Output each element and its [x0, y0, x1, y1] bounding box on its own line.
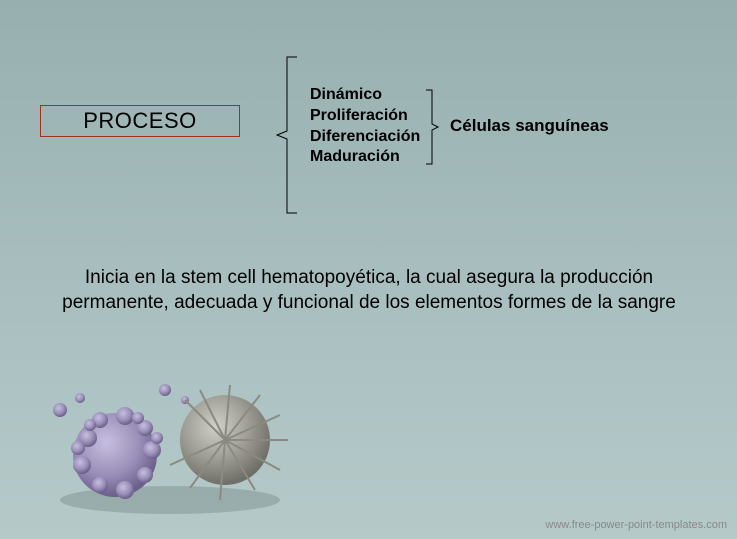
proceso-label: PROCESO [83, 108, 197, 134]
right-bracket-icon [424, 88, 440, 166]
description-text: Inicia en la stem cell hematopoyética, l… [53, 266, 685, 315]
output-label: Células sanguíneas [450, 116, 609, 136]
list-item: Proliferación [310, 106, 420, 127]
footer-link: www.free-power-point-templates.com [545, 519, 727, 531]
process-attributes-list: Dinámico Proliferación Diferenciación Ma… [310, 85, 420, 168]
list-item: Dinámico [310, 85, 420, 106]
left-bracket-icon [275, 55, 299, 215]
proceso-box: PROCESO [40, 105, 240, 137]
list-item: Maduración [310, 147, 420, 168]
cells-illustration [30, 370, 310, 520]
list-item: Diferenciación [310, 127, 420, 148]
